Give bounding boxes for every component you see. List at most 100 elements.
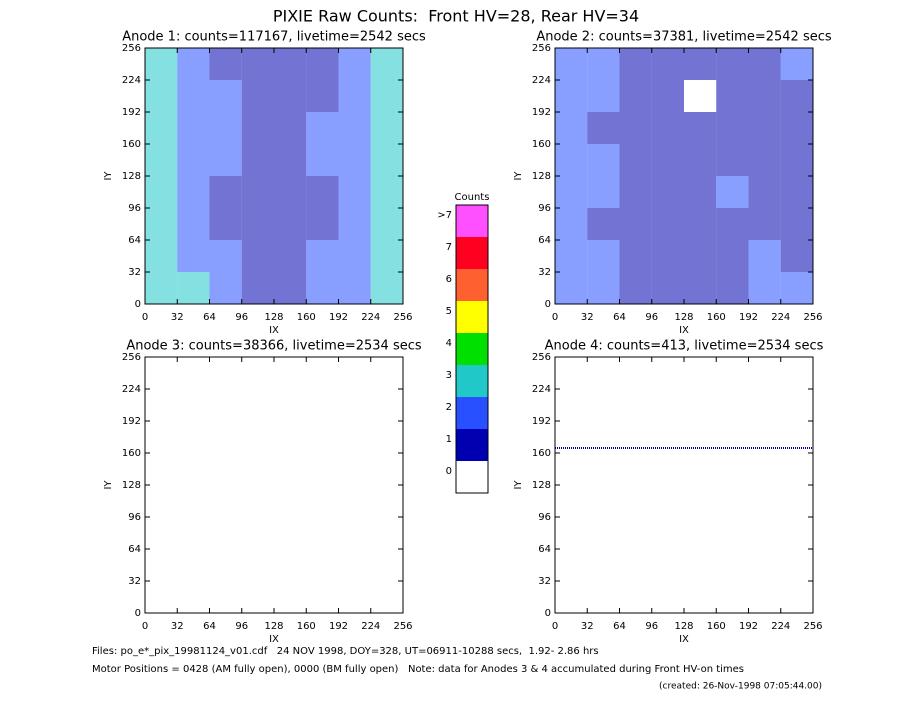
y-tick-label: 256: [532, 43, 551, 54]
colorbar-swatch: [456, 237, 488, 269]
colorbar-label: 4: [446, 338, 452, 349]
heatmap-cell: [145, 272, 178, 304]
x-tick-label: 0: [142, 312, 148, 323]
heatmap-cell: [338, 144, 371, 176]
heatmap-cell: [748, 208, 781, 240]
heatmap-cell: [370, 240, 403, 272]
x-tick-label: 0: [142, 621, 148, 632]
heatmap-cell: [780, 240, 813, 272]
heatmap-cell: [748, 144, 781, 176]
heatmap-cell: [684, 208, 717, 240]
heatmap-cell: [780, 48, 813, 80]
colorbar-swatch: [456, 301, 488, 333]
heatmap-cell: [555, 80, 588, 112]
heatmap-cell: [241, 272, 274, 304]
heatmap-cell: [684, 80, 717, 112]
heatmap-cell: [274, 176, 307, 208]
x-tick-label: 160: [707, 621, 726, 632]
heatmap-cell: [209, 80, 242, 112]
heatmap-cell: [145, 48, 178, 80]
y-tick-label: 192: [122, 416, 141, 427]
heatmap-cell: [716, 144, 749, 176]
heatmap-cell: [209, 240, 242, 272]
heatmap-cell: [651, 176, 684, 208]
heatmap-cell: [209, 112, 242, 144]
heatmap-cell: [241, 240, 274, 272]
heatmap-cell: [716, 80, 749, 112]
y-tick-label: 224: [122, 75, 141, 86]
heatmap-cell: [306, 80, 339, 112]
heatmap-cell: [241, 144, 274, 176]
heatmap-cell: [145, 176, 178, 208]
colorbar-label: 3: [446, 370, 452, 381]
heatmap-cell: [306, 208, 339, 240]
y-tick-label: 160: [122, 448, 141, 459]
footer-line: Motor Positions = 0428 (AM fully open), …: [92, 664, 744, 675]
x-tick-label: 128: [674, 312, 693, 323]
heatmap-cell: [241, 208, 274, 240]
x-tick-label: 256: [393, 621, 412, 632]
y-tick-label: 32: [128, 267, 141, 278]
y-tick-label: 224: [122, 384, 141, 395]
x-tick-label: 0: [552, 621, 558, 632]
heatmap-cell: [619, 272, 652, 304]
heatmap-cell: [145, 112, 178, 144]
heatmap-cell: [177, 240, 210, 272]
heatmap-cell: [306, 144, 339, 176]
heatmap-cell: [619, 112, 652, 144]
y-tick-label: 192: [532, 107, 551, 118]
heatmap-cell: [716, 112, 749, 144]
y-tick-label: 32: [538, 576, 551, 587]
heatmap-cell: [306, 48, 339, 80]
x-tick-label: 128: [674, 621, 693, 632]
x-axis-label: IX: [269, 325, 279, 336]
x-tick-label: 256: [393, 312, 412, 323]
heatmap-cell: [306, 112, 339, 144]
y-tick-label: 32: [128, 576, 141, 587]
heatmap-cell: [274, 144, 307, 176]
heatmap-cell: [780, 208, 813, 240]
colorbar-frame: [455, 204, 489, 494]
heatmap-cell: [370, 208, 403, 240]
colorbar-swatch: [456, 205, 488, 237]
heatmap-cell: [145, 144, 178, 176]
colorbar-label: 7: [446, 242, 452, 253]
colorbar-label: 6: [446, 274, 452, 285]
heatmap-cell: [209, 176, 242, 208]
heatmap-cell: [651, 80, 684, 112]
y-tick-label: 128: [122, 480, 141, 491]
y-tick-label: 160: [532, 448, 551, 459]
heatmap-cell: [748, 48, 781, 80]
colorbar-swatch: [456, 429, 488, 461]
x-tick-label: 128: [264, 312, 283, 323]
y-tick-label: 128: [532, 171, 551, 182]
heatmap-cell: [716, 176, 749, 208]
y-tick-label: 64: [128, 544, 141, 555]
heatmap-cell: [241, 48, 274, 80]
heatmap-cell: [619, 240, 652, 272]
y-tick-label: 256: [122, 43, 141, 54]
colorbar-label: >7: [437, 210, 452, 221]
y-tick-label: 96: [538, 203, 551, 214]
y-tick-label: 192: [122, 107, 141, 118]
x-tick-label: 160: [297, 621, 316, 632]
heatmap-cell: [177, 48, 210, 80]
x-tick-label: 32: [171, 312, 184, 323]
heatmap-cell: [338, 176, 371, 208]
y-tick-label: 224: [532, 75, 551, 86]
heatmap-cell: [555, 144, 588, 176]
plot-frame: [144, 356, 404, 614]
heatmap-cell: [684, 48, 717, 80]
heatmap-cell: [306, 176, 339, 208]
y-tick-label: 256: [122, 352, 141, 363]
x-tick-label: 96: [235, 312, 248, 323]
y-tick-label: 64: [538, 235, 551, 246]
heatmap-cell: [555, 48, 588, 80]
heatmap-cell: [619, 80, 652, 112]
x-tick-label: 256: [803, 621, 822, 632]
colorbar-label: 5: [446, 306, 452, 317]
heatmap-cell: [274, 272, 307, 304]
heatmap-cell: [587, 240, 620, 272]
x-tick-label: 224: [361, 621, 380, 632]
